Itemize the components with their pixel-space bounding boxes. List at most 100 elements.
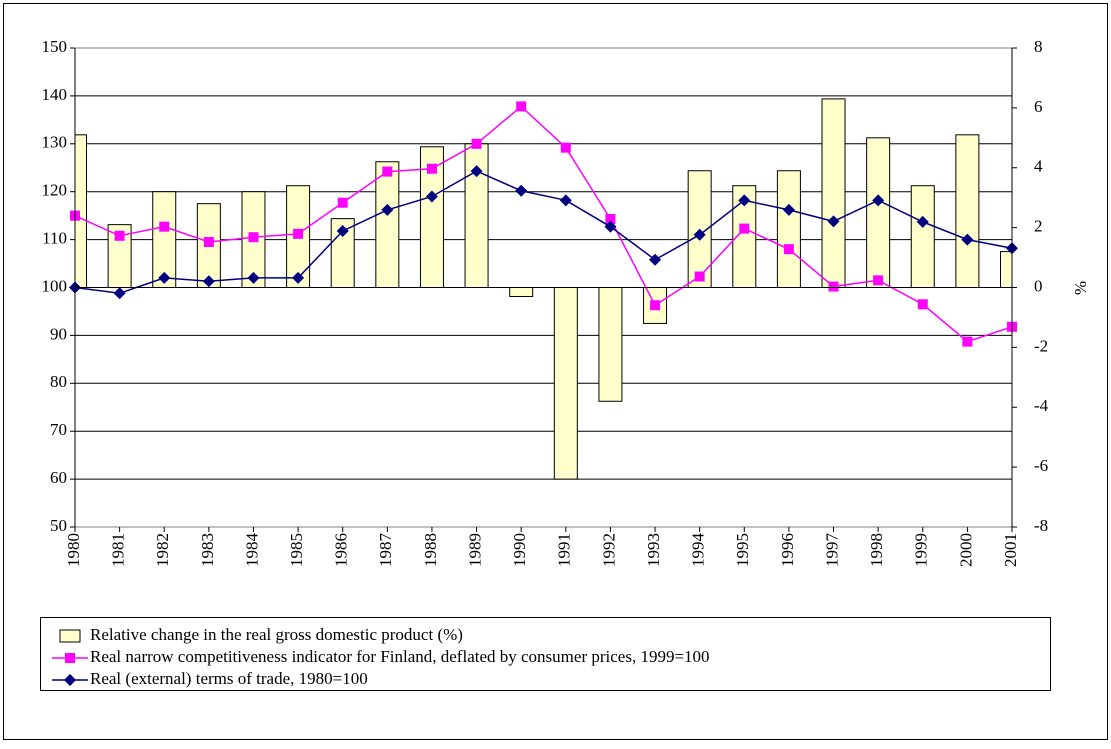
x-tick-label: 1990 — [510, 533, 529, 567]
bar — [866, 137, 891, 288]
marker — [381, 203, 394, 216]
x-tick-label: 1985 — [287, 533, 306, 567]
marker — [559, 194, 572, 207]
marker — [158, 271, 171, 284]
marker — [739, 223, 750, 234]
marker — [293, 228, 304, 239]
marker — [382, 166, 393, 177]
y-tick-label: 90 — [50, 324, 67, 343]
marker — [159, 221, 170, 232]
marker — [560, 142, 571, 153]
bar — [910, 185, 935, 288]
marker — [828, 281, 839, 292]
x-tick-label: 1981 — [109, 533, 128, 567]
x-tick-label: 1997 — [822, 533, 841, 568]
x-tick-label: 1989 — [465, 533, 484, 567]
x-tick-label: 1987 — [376, 533, 395, 568]
legend-marker — [64, 674, 76, 686]
line — [74, 170, 1013, 295]
marker — [248, 232, 259, 243]
x-tick-label: 1980 — [64, 533, 83, 567]
bar — [598, 287, 623, 402]
y-tick-label: 120 — [42, 181, 68, 200]
x-tick-label: 1984 — [242, 533, 261, 568]
marker — [783, 244, 794, 255]
y-tick-label: 80 — [50, 372, 67, 391]
x-tick-label: 1991 — [555, 533, 574, 567]
bar — [375, 161, 400, 288]
marker — [604, 220, 617, 233]
x-tick-label: 1988 — [421, 533, 440, 567]
x-tick-label: 1993 — [644, 533, 663, 567]
marker — [247, 271, 260, 284]
legend-label: Relative change in the real gross domest… — [90, 625, 463, 644]
marker — [203, 236, 214, 247]
y2-tick-label: 8 — [1034, 37, 1043, 56]
marker — [425, 190, 438, 203]
x-tick-label: 1986 — [332, 533, 351, 567]
y2-tick-label: 4 — [1034, 157, 1043, 176]
marker — [605, 214, 616, 225]
marker — [426, 163, 437, 174]
marker — [202, 275, 215, 288]
legend-label: Real narrow competitiveness indicator fo… — [90, 647, 710, 666]
y-tick-label: 60 — [50, 468, 67, 487]
x-tick-label: 2000 — [956, 533, 975, 567]
legend-swatch — [59, 629, 81, 643]
y-tick-label: 50 — [50, 516, 67, 535]
y2-tick-label: 0 — [1034, 276, 1043, 295]
marker — [113, 287, 126, 300]
marker — [916, 215, 929, 228]
line — [74, 105, 1013, 343]
x-tick-label: 1995 — [733, 533, 752, 567]
marker — [650, 300, 661, 311]
bar — [75, 134, 87, 288]
x-tick-label: 1982 — [153, 533, 172, 567]
x-tick-label: 1996 — [778, 533, 797, 567]
marker — [471, 138, 482, 149]
marker — [738, 194, 751, 207]
y-tick-label: 70 — [50, 420, 67, 439]
marker — [292, 271, 305, 284]
legend-marker — [65, 653, 75, 663]
bar — [955, 134, 980, 288]
y2-tick-label: -2 — [1034, 336, 1048, 355]
marker — [917, 299, 928, 310]
marker — [649, 253, 662, 266]
marker — [961, 233, 974, 246]
y-tick-label: 100 — [42, 276, 68, 295]
y2-tick-label: -6 — [1034, 456, 1048, 475]
marker — [962, 336, 973, 347]
bar — [509, 287, 534, 297]
marker — [336, 224, 349, 237]
x-tick-label: 1994 — [689, 533, 708, 568]
bar — [776, 170, 801, 288]
marker — [516, 101, 527, 112]
marker — [694, 271, 705, 282]
y2-tick-label: -8 — [1034, 516, 1048, 535]
y2-tick-label: 2 — [1034, 217, 1043, 236]
y2-axis-label: % — [1071, 281, 1090, 295]
y2-tick-label: 6 — [1034, 97, 1043, 116]
marker — [782, 203, 795, 216]
x-tick-label: 1998 — [867, 533, 886, 567]
x-tick-label: 2001 — [1001, 533, 1020, 567]
x-tick-label: 1992 — [599, 533, 618, 567]
y-tick-label: 130 — [42, 133, 68, 152]
y-tick-label: 110 — [42, 229, 67, 248]
marker — [873, 275, 884, 286]
marker — [872, 194, 885, 207]
marker — [470, 165, 483, 178]
marker — [114, 230, 125, 241]
y-tick-label: 140 — [42, 85, 68, 104]
marker — [693, 228, 706, 241]
y2-tick-label: -4 — [1034, 396, 1049, 415]
marker — [515, 184, 528, 197]
legend — [40, 617, 1051, 691]
bar — [1000, 251, 1012, 288]
x-tick-label: 1999 — [912, 533, 931, 567]
legend-label: Real (external) terms of trade, 1980=100 — [90, 669, 368, 688]
y-tick-label: 150 — [42, 37, 68, 56]
x-tick-label: 1983 — [198, 533, 217, 567]
